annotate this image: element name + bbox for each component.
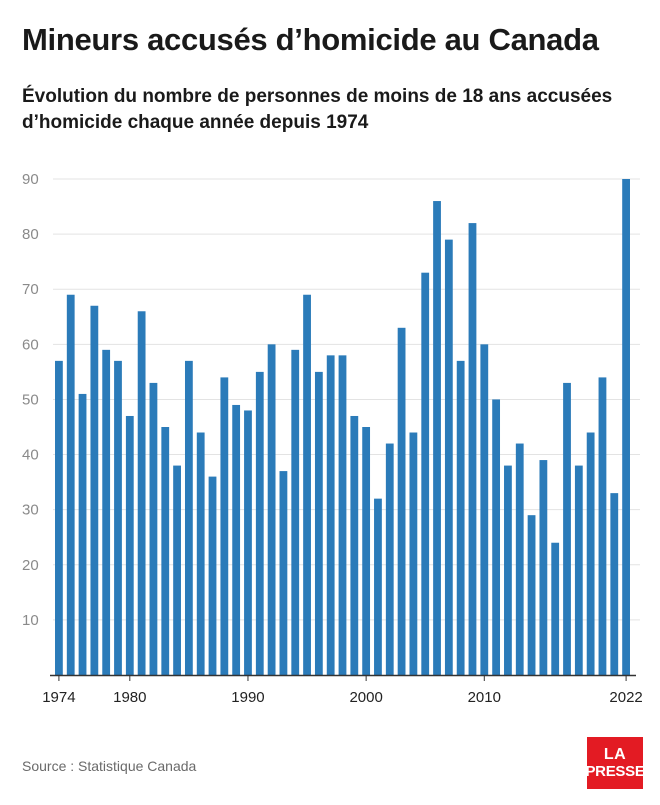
bar-1976 bbox=[78, 393, 87, 675]
bar-1983 bbox=[161, 427, 170, 675]
bar-1994 bbox=[291, 349, 300, 675]
y-axis-ticks: 10 20 30 40 50 60 70 80 90 bbox=[22, 171, 39, 629]
y-tick-label: 80 bbox=[22, 226, 39, 243]
bar-2007 bbox=[444, 239, 453, 675]
bar-1978 bbox=[102, 349, 111, 675]
y-tick-label: 10 bbox=[22, 612, 39, 629]
x-tick-label: 2010 bbox=[468, 689, 501, 706]
bar-2001 bbox=[374, 498, 382, 675]
x-tick-label: 1980 bbox=[113, 689, 146, 706]
bar-1985 bbox=[184, 360, 193, 675]
bar-2021 bbox=[610, 493, 619, 675]
bar-2005 bbox=[421, 272, 430, 675]
y-tick-label: 20 bbox=[22, 557, 39, 574]
y-tick-label: 70 bbox=[22, 281, 39, 298]
chart-title: Mineurs accusés d’homicide au Canada bbox=[22, 22, 599, 57]
bar-2019 bbox=[586, 432, 595, 675]
bar-2008 bbox=[456, 360, 465, 675]
bar-1974 bbox=[55, 360, 63, 675]
bar-2002 bbox=[385, 443, 394, 675]
bar-1984 bbox=[173, 465, 181, 675]
logo-text-line2: PRESSE bbox=[585, 763, 645, 780]
source-note: Source : Statistique Canada bbox=[22, 758, 197, 774]
bar-2017 bbox=[563, 382, 571, 675]
bar-1998 bbox=[338, 355, 347, 675]
bars bbox=[55, 179, 630, 676]
bar-1992 bbox=[267, 344, 276, 675]
bar-1987 bbox=[208, 476, 217, 675]
bar-2010 bbox=[480, 344, 489, 675]
bar-1986 bbox=[196, 432, 205, 675]
bar-1991 bbox=[255, 371, 264, 675]
bar-1977 bbox=[90, 305, 99, 675]
bar-2022 bbox=[622, 179, 630, 675]
bar-2013 bbox=[515, 443, 524, 675]
bar-2011 bbox=[492, 399, 501, 675]
bar-1981 bbox=[137, 311, 146, 675]
bar-1999 bbox=[350, 415, 359, 675]
bar-2016 bbox=[551, 542, 560, 675]
y-tick-label: 60 bbox=[22, 336, 39, 353]
bar-2015 bbox=[539, 460, 548, 675]
bar-1988 bbox=[220, 377, 229, 675]
bar-1980 bbox=[125, 415, 134, 675]
bar-1979 bbox=[114, 360, 122, 675]
logo-text-line1: LA bbox=[603, 746, 627, 763]
x-tick-label: 1974 bbox=[42, 689, 75, 706]
bar-2009 bbox=[468, 223, 477, 676]
bar-1993 bbox=[279, 471, 288, 675]
x-axis-ticks: 1974 1980 1990 2000 2010 2022 bbox=[42, 675, 643, 706]
bar-1975 bbox=[66, 294, 75, 675]
bar-1990 bbox=[244, 410, 252, 675]
bar-2000 bbox=[362, 427, 371, 675]
bar-2012 bbox=[504, 465, 512, 675]
bar-1996 bbox=[314, 371, 323, 675]
y-tick-label: 30 bbox=[22, 502, 39, 519]
bar-2020 bbox=[598, 377, 607, 675]
y-tick-label: 90 bbox=[22, 171, 39, 188]
bar-2006 bbox=[433, 201, 441, 676]
bar-1995 bbox=[303, 294, 311, 675]
x-tick-label: 2000 bbox=[349, 689, 382, 706]
x-tick-label: 2022 bbox=[609, 689, 642, 706]
chart-subtitle: Évolution du nombre de personnes de moin… bbox=[22, 86, 613, 133]
bar-1989 bbox=[232, 404, 241, 675]
bar-2018 bbox=[574, 465, 583, 675]
bar-1982 bbox=[149, 382, 158, 675]
bar-2004 bbox=[409, 432, 418, 675]
y-tick-label: 40 bbox=[22, 447, 39, 464]
x-tick-label: 1990 bbox=[231, 689, 264, 706]
bar-1997 bbox=[326, 355, 335, 675]
y-tick-label: 50 bbox=[22, 391, 39, 408]
bar-2003 bbox=[397, 327, 406, 675]
la-presse-logo: LA PRESSE bbox=[585, 737, 645, 789]
bar-2014 bbox=[527, 515, 536, 675]
